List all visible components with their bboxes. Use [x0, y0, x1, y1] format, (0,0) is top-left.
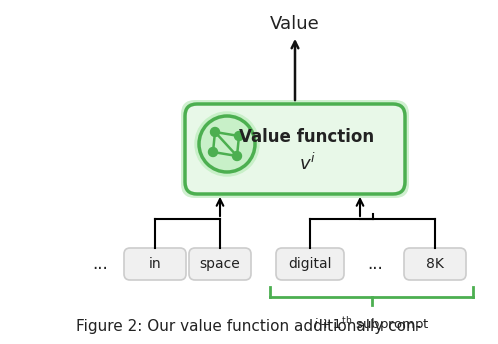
Text: $v^i$: $v^i$: [298, 152, 315, 174]
Text: $i + 1^{\mathrm{th}}$ subprompt: $i + 1^{\mathrm{th}}$ subprompt: [313, 315, 430, 334]
Text: Value function: Value function: [240, 128, 374, 146]
FancyBboxPatch shape: [124, 248, 186, 280]
FancyBboxPatch shape: [189, 248, 251, 280]
Text: ...: ...: [367, 255, 383, 273]
FancyBboxPatch shape: [185, 104, 405, 194]
Text: digital: digital: [288, 257, 332, 271]
Text: ...: ...: [92, 255, 108, 273]
Text: in: in: [149, 257, 161, 271]
FancyBboxPatch shape: [276, 248, 344, 280]
Text: space: space: [200, 257, 241, 271]
Text: Value: Value: [270, 15, 320, 33]
Text: 8K: 8K: [426, 257, 444, 271]
FancyBboxPatch shape: [404, 248, 466, 280]
Circle shape: [209, 148, 218, 157]
Circle shape: [233, 151, 242, 161]
Circle shape: [235, 131, 244, 140]
Text: Figure 2: Our value function additionally con-: Figure 2: Our value function additionall…: [76, 319, 422, 334]
FancyBboxPatch shape: [181, 100, 409, 198]
Circle shape: [195, 112, 259, 176]
Circle shape: [211, 128, 220, 137]
